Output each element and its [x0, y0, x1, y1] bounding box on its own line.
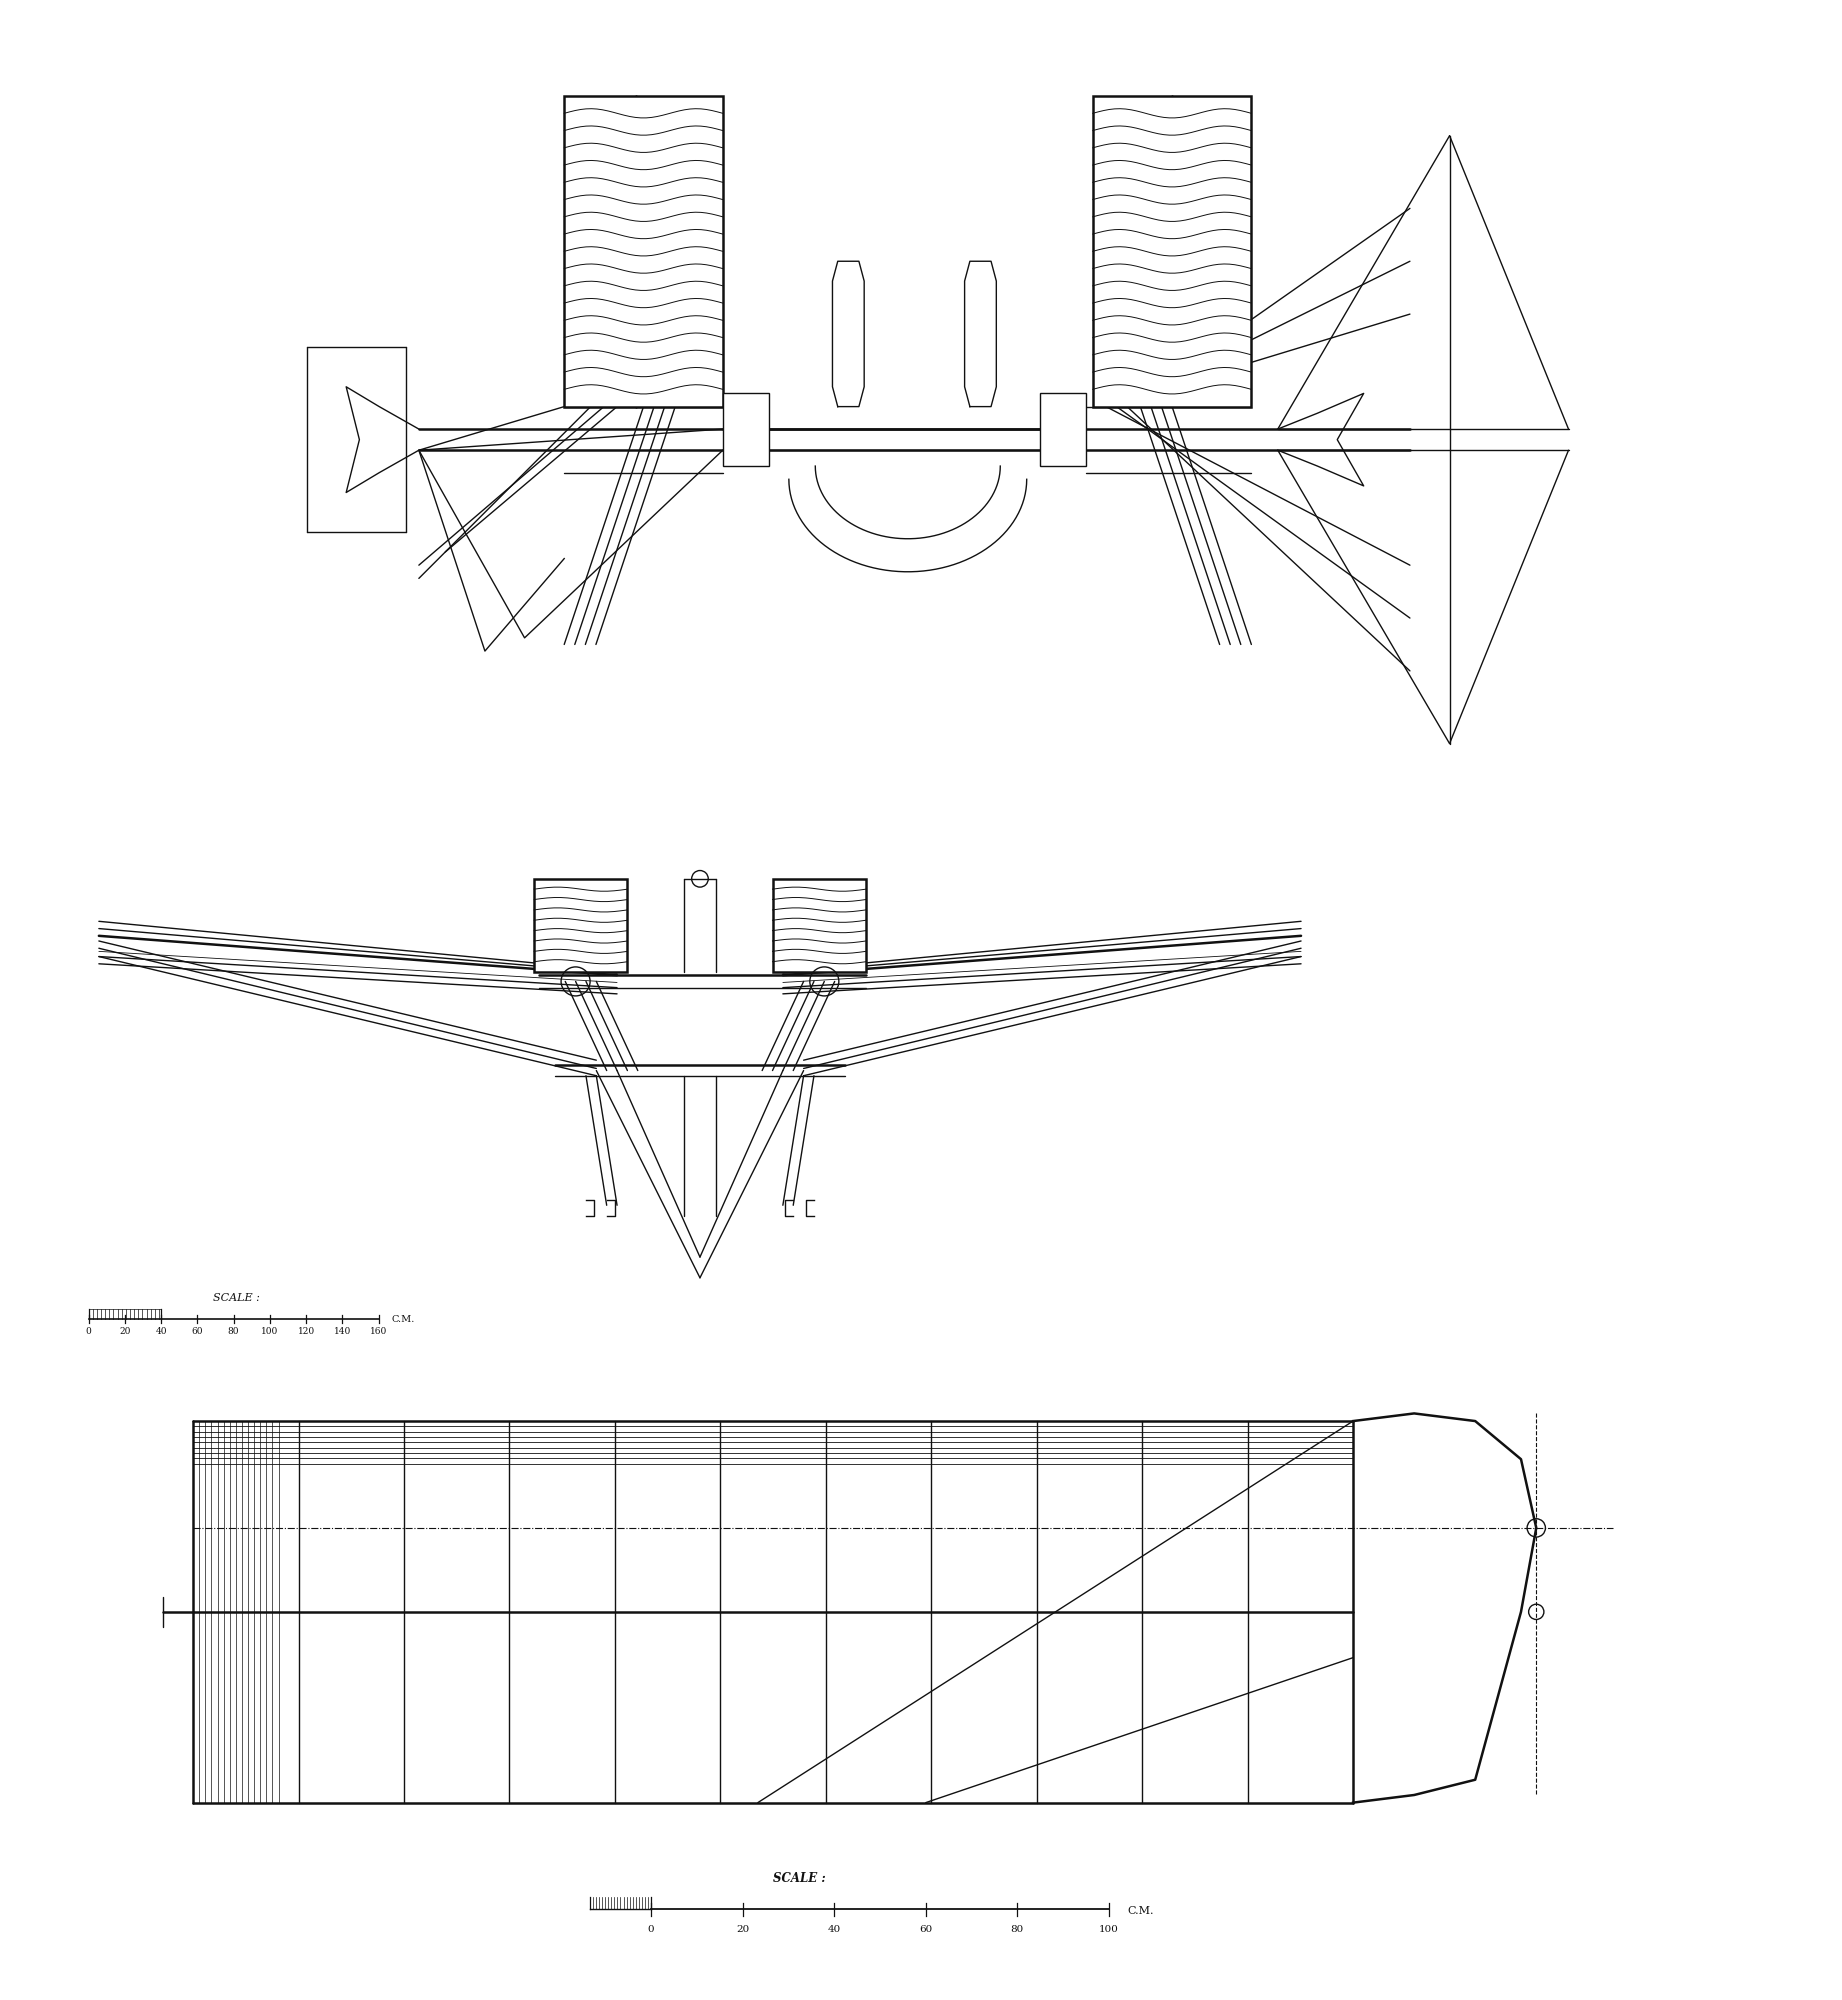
Bar: [564, 96, 722, 406]
Text: 0: 0: [85, 1326, 92, 1336]
Text: 0: 0: [648, 1926, 654, 1934]
Text: 60: 60: [919, 1926, 932, 1934]
Text: SCALE :: SCALE :: [214, 1292, 260, 1302]
Bar: [534, 878, 628, 972]
Bar: [722, 394, 770, 466]
Bar: [1092, 96, 1251, 406]
Text: 100: 100: [1100, 1926, 1118, 1934]
Text: 40: 40: [155, 1326, 168, 1336]
Bar: [772, 878, 866, 972]
Text: 140: 140: [333, 1326, 352, 1336]
Text: 100: 100: [262, 1326, 278, 1336]
Text: 120: 120: [298, 1326, 315, 1336]
Text: 20: 20: [737, 1926, 750, 1934]
Text: SCALE :: SCALE :: [774, 1872, 825, 1884]
Text: 160: 160: [370, 1326, 387, 1336]
Text: 80: 80: [1011, 1926, 1024, 1934]
Bar: [1041, 394, 1087, 466]
Text: C.M.: C.M.: [391, 1316, 414, 1324]
Text: 40: 40: [827, 1926, 840, 1934]
Text: 20: 20: [120, 1326, 131, 1336]
Text: 60: 60: [192, 1326, 203, 1336]
Text: 80: 80: [228, 1326, 239, 1336]
Text: C.M.: C.M.: [1127, 1906, 1153, 1916]
